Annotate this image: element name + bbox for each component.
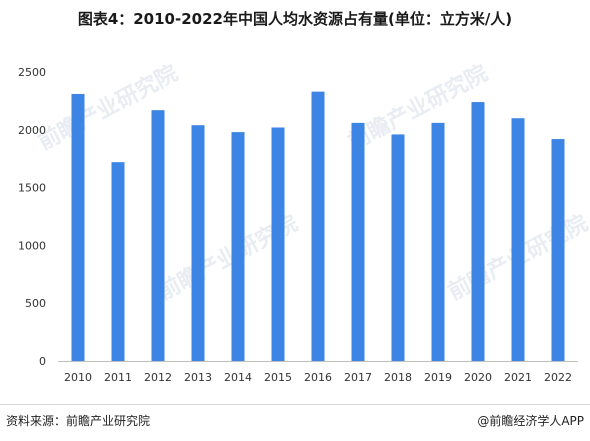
x-tick-label: 2022 [544, 371, 572, 384]
chart-title: 图表4：2010-2022年中国人均水资源占有量(单位：立方米/人) [77, 10, 513, 28]
x-tick-label: 2014 [224, 371, 252, 384]
bar-2019 [431, 122, 445, 361]
x-tick-label: 2017 [344, 371, 372, 384]
x-tick-label: 2021 [504, 371, 532, 384]
bar-2016 [311, 91, 325, 361]
bar-2020 [471, 102, 485, 361]
x-axis: 2010 2011 2012 2013 2014 2015 2016 2017 2018 2019… [64, 371, 572, 384]
x-tick-label: 2016 [304, 371, 332, 384]
bar-2010 [71, 93, 85, 362]
bar-2017 [351, 122, 365, 361]
bar-2015 [271, 127, 285, 361]
credit-note: @前瞻经济学人APP [477, 414, 584, 428]
y-axis: 0 500 1000 1500 2000 2500 [18, 66, 46, 368]
y-tick-label: 2500 [18, 66, 46, 79]
x-tick-label: 2018 [384, 371, 412, 384]
x-tick-label: 2015 [264, 371, 292, 384]
source-note: 资料来源：前瞻产业研究院 [6, 414, 151, 428]
x-tick-label: 2019 [424, 371, 452, 384]
y-tick-label: 1500 [18, 182, 46, 195]
bar-2021 [511, 118, 525, 362]
bar-2012 [151, 110, 165, 361]
bar-2014 [231, 132, 245, 361]
bar-2022 [551, 139, 565, 361]
x-tick-label: 2011 [104, 371, 132, 384]
bar-series [71, 91, 565, 362]
x-tick-label: 2012 [144, 371, 172, 384]
bar-2018 [391, 134, 405, 361]
x-tick-label: 2020 [464, 371, 492, 384]
x-tick-label: 2010 [64, 371, 92, 384]
footer-divider [0, 404, 590, 405]
x-tick-label: 2013 [184, 371, 212, 384]
y-tick-label: 2000 [18, 124, 46, 137]
bar-2013 [191, 125, 205, 362]
y-tick-label: 0 [39, 355, 46, 368]
y-tick-label: 1000 [18, 239, 46, 252]
bar-2011 [111, 162, 125, 361]
y-tick-label: 500 [25, 297, 46, 310]
